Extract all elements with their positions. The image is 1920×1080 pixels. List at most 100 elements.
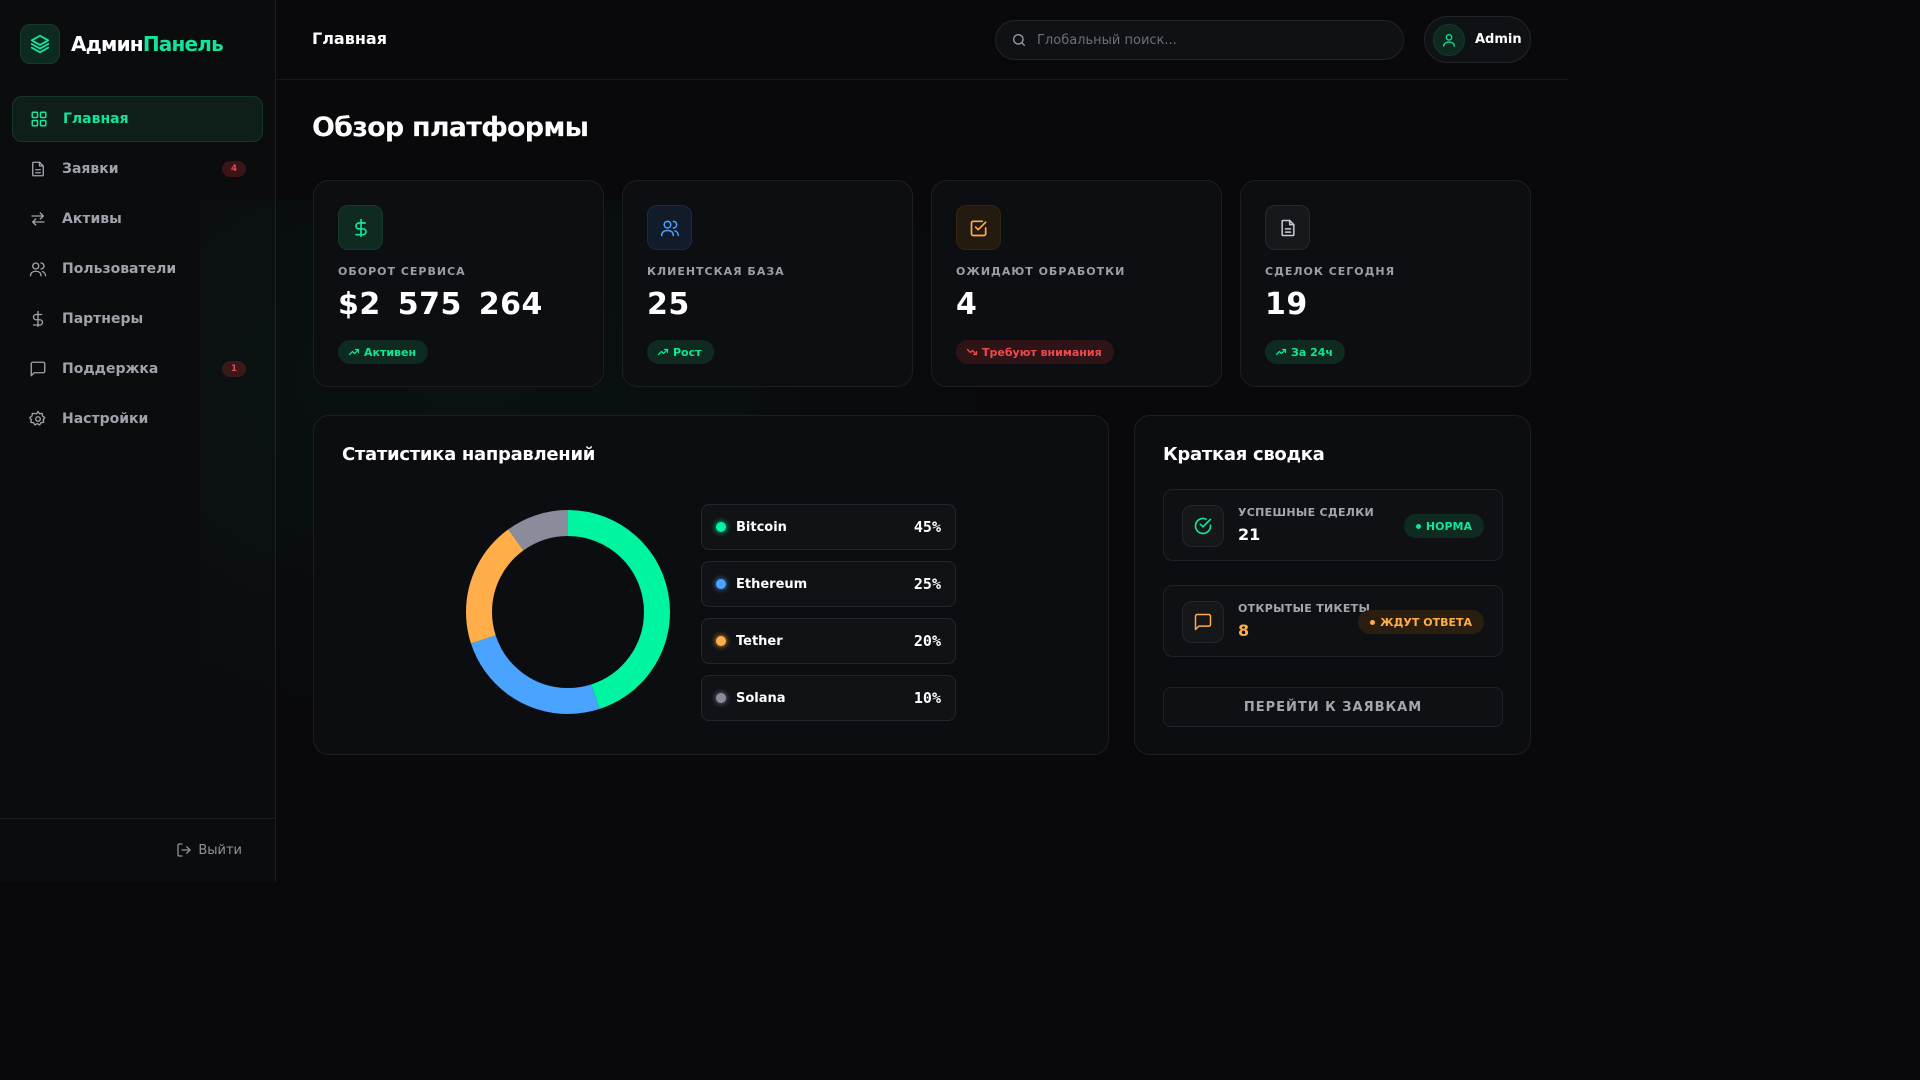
legend-item-solana[interactable]: Solana 10% — [701, 675, 956, 721]
status-badge: Требуют внимания — [956, 340, 1114, 364]
brand-name: АдминПанель — [71, 32, 224, 56]
brand[interactable]: АдминПанель — [20, 24, 224, 64]
swap-arrows-icon — [28, 209, 48, 229]
dollar-icon — [338, 205, 383, 250]
sidebar-item-requests[interactable]: Заявки 4 — [12, 146, 263, 192]
trend-up-icon — [657, 348, 669, 356]
legend-item-bitcoin[interactable]: Bitcoin 45% — [701, 504, 956, 550]
support-count-badge: 1 — [222, 361, 246, 377]
document-icon — [28, 159, 48, 179]
status-badge: Рост — [647, 340, 714, 364]
status-badge-label: Требуют внимания — [982, 345, 1102, 359]
directions-title: Статистика направлений — [342, 444, 596, 465]
status-badge: НОРМА — [1403, 514, 1484, 538]
legend-item-tether[interactable]: Tether 20% — [701, 618, 956, 664]
sidebar-item-label: Главная — [63, 111, 129, 127]
legend-value: 10% — [913, 689, 941, 707]
sidebar-item-label: Пользователи — [62, 261, 177, 277]
sidebar-item-users[interactable]: Пользователи — [12, 246, 263, 292]
users-icon — [28, 259, 48, 279]
chat-bubble-icon — [1182, 601, 1224, 643]
check-circle-icon — [1182, 505, 1224, 547]
successful-deals-card: УСПЕШНЫЕ СДЕЛКИ 21 НОРМА — [1163, 489, 1503, 561]
requests-count-badge: 4 — [222, 161, 246, 177]
global-search[interactable] — [995, 20, 1404, 60]
sidebar-item-partners[interactable]: Партнеры — [12, 296, 263, 342]
legend-label: Bitcoin — [736, 519, 787, 535]
legend-dot — [716, 579, 726, 589]
chat-bubble-icon — [28, 359, 48, 379]
legend-dot — [716, 522, 726, 532]
status-badge-label: За 24ч — [1291, 345, 1333, 359]
sidebar-item-label: Настройки — [62, 411, 149, 427]
successful-deals-label: УСПЕШНЫЕ СДЕЛКИ — [1238, 506, 1375, 519]
status-badge-label: ЖДУТ ОТВЕТА — [1380, 615, 1472, 629]
header-title: Главная — [312, 29, 387, 48]
sidebar-item-label: Партнеры — [62, 311, 144, 327]
stat-value: 4 — [956, 287, 978, 322]
status-badge: ЖДУТ ОТВЕТА — [1358, 610, 1484, 634]
go-to-requests-button[interactable]: ПЕРЕЙТИ К ЗАЯВКАМ — [1163, 687, 1503, 727]
avatar — [1433, 23, 1465, 56]
sidebar-item-assets[interactable]: Активы — [12, 196, 263, 242]
logout-button[interactable]: Выйти — [176, 842, 242, 858]
status-badge-label: Рост — [673, 345, 702, 359]
sidebar-item-label: Активы — [62, 211, 122, 227]
donut-slice-tether[interactable] — [466, 510, 670, 714]
sidebar-item-home[interactable]: Главная — [12, 96, 263, 142]
stat-card-clients: КЛИЕНТСКАЯ БАЗА 25 Рост — [622, 180, 913, 387]
search-icon — [1011, 32, 1027, 48]
brand-name-part2: Панель — [142, 32, 224, 56]
trend-up-icon — [348, 348, 360, 356]
chart-legend: Bitcoin 45% Ethereum 25% Tether 20% Solana 10% — [701, 504, 956, 732]
trend-down-icon — [966, 348, 978, 356]
status-badge: За 24ч — [1265, 340, 1345, 364]
sidebar-item-label: Поддержка — [62, 361, 159, 377]
stat-card-turnover: ОБОРОТ СЕРВИСА $2 575 264 Активен — [313, 180, 604, 387]
open-tickets-value: 8 — [1238, 621, 1250, 640]
legend-dot — [716, 636, 726, 646]
stat-card-deals: СДЕЛОК СЕГОДНЯ 19 За 24ч — [1240, 180, 1531, 387]
successful-deals-value: 21 — [1238, 525, 1261, 544]
status-badge-label: Активен — [364, 345, 417, 359]
legend-value: 20% — [913, 632, 941, 650]
sidebar-item-settings[interactable]: Настройки — [12, 396, 263, 442]
dollar-icon — [28, 309, 48, 329]
open-tickets-label: ОТКРЫТЫЕ ТИКЕТЫ — [1238, 602, 1371, 615]
legend-label: Tether — [736, 633, 783, 649]
stat-label: КЛИЕНТСКАЯ БАЗА — [647, 265, 785, 278]
logout-icon — [176, 842, 192, 858]
sidebar-footer: Выйти — [0, 818, 275, 882]
legend-label: Ethereum — [736, 576, 808, 592]
stat-label: ОЖИДАЮТ ОБРАБОТКИ — [956, 265, 1126, 278]
user-name: Admin — [1475, 32, 1522, 47]
open-tickets-card: ОТКРЫТЫЕ ТИКЕТЫ 8 ЖДУТ ОТВЕТА — [1163, 585, 1503, 657]
logout-label: Выйти — [198, 842, 242, 858]
layers-logo-icon — [20, 24, 60, 64]
search-input[interactable] — [1037, 32, 1403, 48]
sidebar-item-support[interactable]: Поддержка 1 — [12, 346, 263, 392]
stat-label: СДЕЛОК СЕГОДНЯ — [1265, 265, 1396, 278]
donut-slice-ethereum[interactable] — [466, 510, 670, 714]
donut-slice-solana[interactable] — [466, 510, 670, 714]
gear-icon — [28, 409, 48, 429]
sidebar-item-label: Заявки — [62, 161, 119, 177]
user-icon — [1443, 33, 1455, 47]
directions-panel: Статистика направлений Bitcoin 45% Ethereu… — [313, 415, 1109, 755]
user-menu[interactable]: Admin — [1424, 16, 1531, 63]
document-icon — [1265, 205, 1310, 250]
app-root: АдминПанель Главная — [0, 0, 1568, 882]
stat-label: ОБОРОТ СЕРВИСА — [338, 265, 466, 278]
page-title: Обзор платформы — [312, 112, 589, 143]
legend-value: 45% — [913, 518, 941, 536]
donut-chart — [466, 510, 670, 714]
top-header: Главная Admin — [276, 0, 1568, 80]
legend-value: 25% — [913, 575, 941, 593]
legend-label: Solana — [736, 690, 786, 706]
stat-value: 25 — [647, 287, 690, 322]
stat-value: 19 — [1265, 287, 1308, 322]
legend-item-ethereum[interactable]: Ethereum 25% — [701, 561, 956, 607]
checkbox-icon — [956, 205, 1001, 250]
summary-title: Краткая сводка — [1163, 444, 1325, 465]
status-badge-label: НОРМА — [1425, 519, 1472, 533]
